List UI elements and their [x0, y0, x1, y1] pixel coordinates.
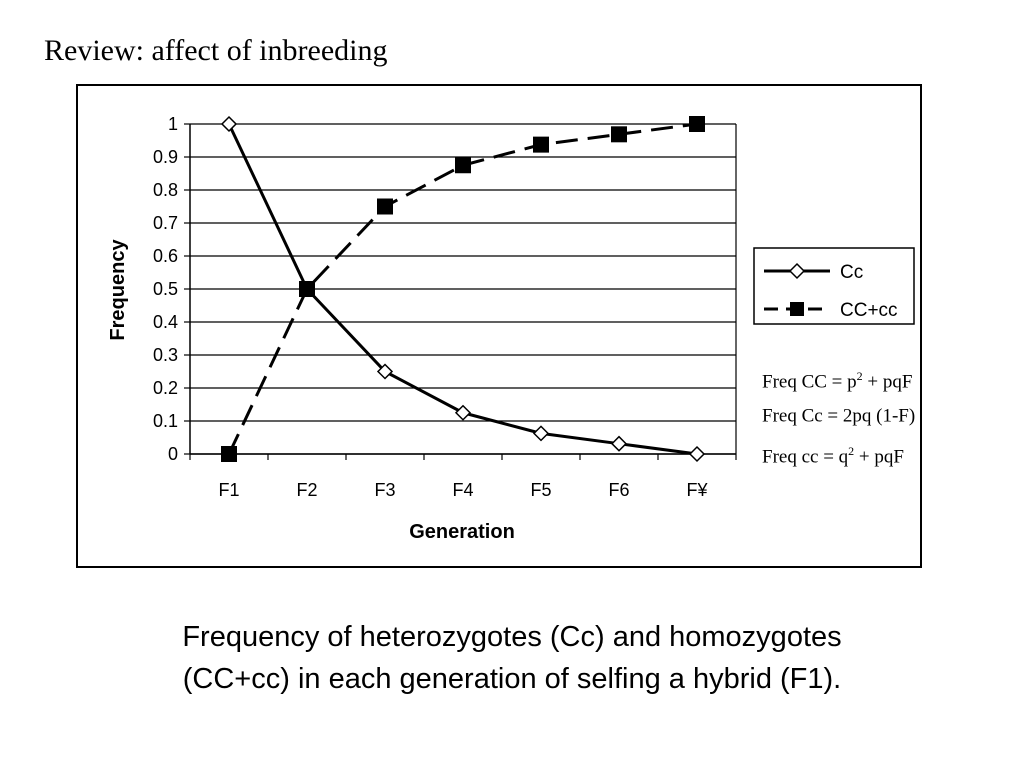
x-tick-label: F1	[218, 480, 239, 500]
y-tick-label: 0.2	[153, 378, 178, 398]
legend: Cc CC+cc	[753, 247, 915, 325]
y-tick-label: 0.7	[153, 213, 178, 233]
y-tick-label: 0	[168, 444, 178, 464]
x-tick-label: F5	[530, 480, 551, 500]
data-point-cc-plus	[377, 198, 393, 215]
series-markers	[220, 115, 706, 463]
data-point-cc-plus	[455, 157, 471, 174]
data-point-cc	[610, 435, 628, 452]
data-point-cc-plus	[221, 446, 237, 462]
data-point-cc	[454, 404, 472, 421]
x-tick-label: F3	[374, 480, 395, 500]
caption: Frequency of heterozygotes (Cc) and homo…	[0, 616, 1024, 700]
legend-box	[753, 247, 915, 325]
tick-labels: 0 0.1 0.2 0.3 0.4 0.5 0.6 0.7 0.8 0.9 1 F1 F2 F3 F4 F5 F…	[153, 114, 709, 500]
x-axis-title: Generation	[409, 521, 515, 543]
x-tick-label: F6	[608, 480, 629, 500]
y-tick-label: 0.4	[153, 312, 178, 332]
x-tick-label: F¥	[686, 480, 708, 500]
data-point-cc-plus	[611, 126, 627, 143]
data-point-cc	[376, 363, 394, 380]
grid-lines	[190, 123, 736, 455]
x-tick-label: F2	[296, 480, 317, 500]
data-point-cc-plus	[299, 281, 315, 297]
data-point-cc-plus	[533, 136, 549, 153]
legend-label-cc-plus: CC+cc	[840, 300, 898, 321]
y-tick-label: 0.3	[153, 345, 178, 365]
axes	[184, 123, 737, 460]
legend-label-cc: Cc	[840, 262, 863, 283]
y-tick-label: 1	[168, 114, 178, 134]
data-point-cc	[532, 425, 550, 442]
legend-marker-cc-plus	[790, 302, 804, 316]
y-tick-label: 0.9	[153, 147, 178, 167]
y-axis-title: Frequency	[107, 239, 129, 341]
y-tick-label: 0.6	[153, 246, 178, 266]
slide-title: Review: affect of inbreeding	[44, 34, 388, 67]
y-tick-label: 0.8	[153, 180, 178, 200]
caption-line-2: (CC+cc) in each generation of selfing a …	[182, 663, 842, 695]
y-tick-label: 0.5	[153, 279, 178, 299]
data-point-cc	[220, 115, 238, 133]
x-tick-label: F4	[452, 480, 473, 500]
legend-marker-cc	[788, 262, 806, 280]
formula-line: Freq cc = q2 + pqF	[762, 443, 904, 467]
data-point-cc	[688, 445, 706, 463]
y-tick-label: 0.1	[153, 411, 178, 431]
formula-block: Freq CC = p2 + pqF Freq Cc = 2pq (1-F) F…	[762, 362, 915, 471]
formula-line: Freq Cc = 2pq (1-F)	[762, 405, 916, 427]
chart-frame	[76, 84, 922, 568]
formula-line: Freq CC = p2 + pqF	[762, 369, 913, 393]
caption-line-1: Frequency of heterozygotes (Cc) and homo…	[182, 621, 842, 653]
data-point-cc-plus	[689, 116, 705, 132]
